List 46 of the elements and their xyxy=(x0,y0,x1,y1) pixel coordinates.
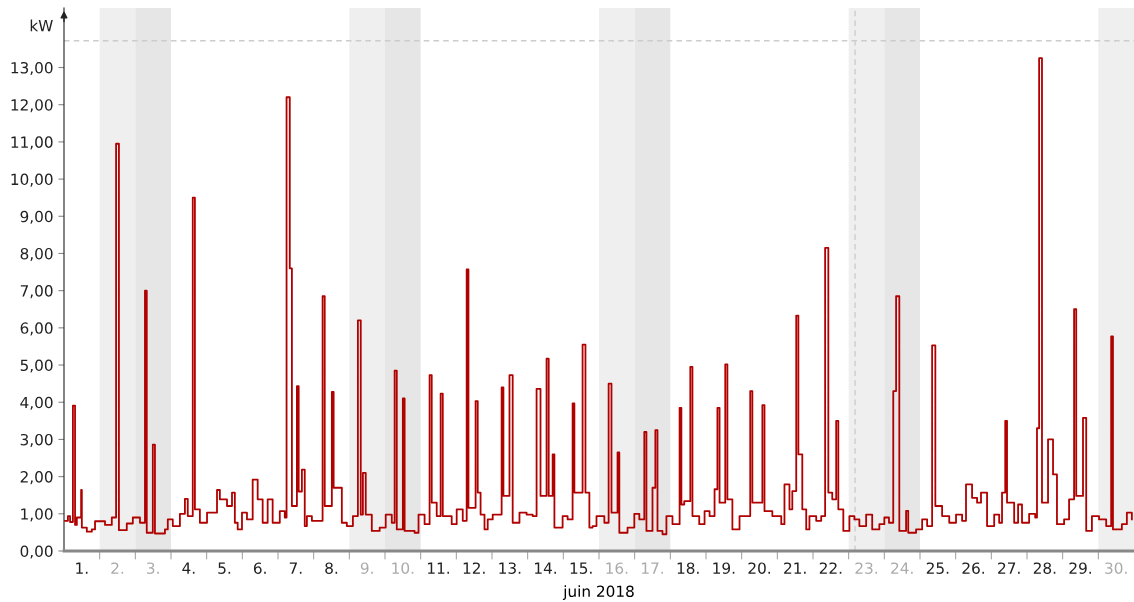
x-tick-label: 30. xyxy=(1105,562,1127,574)
y-tick-label: 7,00 xyxy=(20,285,53,299)
y-tick-label: 8,00 xyxy=(20,247,53,262)
y-tick-label: 2,00 xyxy=(20,471,53,485)
y-tick-label: 5,00 xyxy=(20,359,53,373)
y-tick-label: 10,00 xyxy=(11,173,53,187)
x-tick-label: 28. xyxy=(1033,562,1056,574)
x-tick-label: 26. xyxy=(962,562,984,574)
x-tick-label: 6. xyxy=(253,562,266,574)
x-tick-label: 27. xyxy=(998,562,1020,574)
x-tick-label: 14. xyxy=(535,562,556,574)
x-tick-label: 29. xyxy=(1069,562,1091,574)
x-tick-label: 5. xyxy=(218,562,231,574)
y-tick-label: 6,00 xyxy=(20,322,53,336)
x-tick-label: 18. xyxy=(677,562,699,574)
y-tick-label: 12,00 xyxy=(11,99,53,113)
y-tick-label: 13,00 xyxy=(11,61,53,76)
x-tick-label: 4. xyxy=(182,562,195,574)
x-tick-label: 17. xyxy=(642,562,663,574)
x-tick-label: 3. xyxy=(147,562,159,574)
x-tick-label: 20. xyxy=(748,562,770,574)
x-tick-label: 21. xyxy=(784,562,806,574)
x-tick-label: 25. xyxy=(926,562,949,574)
y-axis-title: kW xyxy=(30,19,53,32)
x-tick-label: 7. xyxy=(289,562,302,574)
x-tick-label: 11. xyxy=(428,562,449,574)
x-tick-label: 19. xyxy=(713,562,735,574)
x-tick-label: 22. xyxy=(819,562,842,574)
x-tick-label: 13. xyxy=(499,562,521,574)
x-tick-label: 16. xyxy=(606,562,628,574)
x-tick-label: 15. xyxy=(570,562,592,574)
y-tick-label: 3,00 xyxy=(20,433,53,448)
x-tick-label: 24. xyxy=(891,562,913,574)
y-tick-label: 11,00 xyxy=(11,136,53,150)
y-tick-label: 4,00 xyxy=(20,396,53,410)
x-tick-label: 9. xyxy=(360,562,373,574)
x-axis-title: juin 2018 xyxy=(562,585,634,601)
x-tick-label: 10. xyxy=(392,562,414,574)
x-tick-label: 23. xyxy=(855,562,877,574)
y-tick-label: 9,00 xyxy=(20,210,53,224)
x-tick-label: 2. xyxy=(111,562,124,574)
y-tick-label: 1,00 xyxy=(21,508,53,522)
x-tick-label: 12. xyxy=(463,562,485,574)
x-tick-label: 8. xyxy=(325,562,338,574)
x-tick-label: 1. xyxy=(76,562,88,574)
y-tick-label: 0,00 xyxy=(20,545,53,559)
